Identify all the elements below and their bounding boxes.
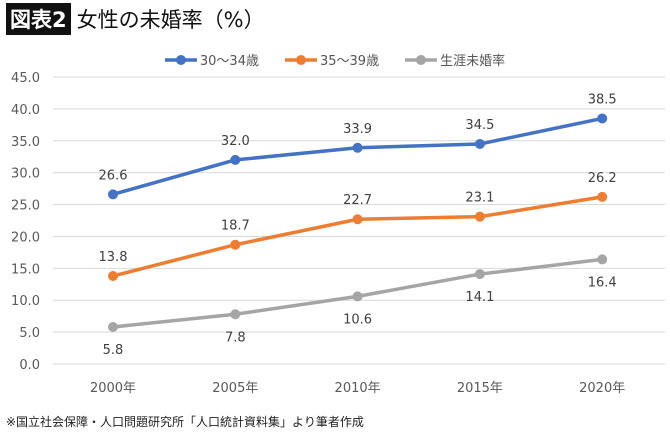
data-point — [230, 239, 241, 250]
data-label: 26.2 — [588, 171, 617, 186]
title-text: 女性の未婚率（%） — [76, 8, 265, 32]
x-tick-label: 2020年 — [579, 381, 625, 396]
legend-label: 30〜34歳 — [199, 54, 259, 69]
data-point — [597, 113, 608, 124]
data-point — [352, 214, 363, 225]
data-label: 7.8 — [225, 330, 246, 345]
data-point — [474, 211, 485, 222]
data-label: 34.5 — [465, 118, 494, 133]
y-tick-label: 30.0 — [11, 167, 40, 182]
data-label: 10.6 — [343, 312, 372, 327]
data-label: 14.1 — [465, 290, 494, 305]
data-label: 16.4 — [588, 275, 617, 290]
data-point — [474, 269, 485, 280]
data-point — [108, 189, 118, 200]
data-point — [352, 142, 363, 153]
y-tick-label: 25.0 — [11, 199, 40, 214]
data-label: 13.8 — [99, 250, 128, 265]
data-label: 26.6 — [99, 168, 128, 183]
legend-item: 30〜34歳 — [164, 50, 259, 69]
data-point — [230, 309, 241, 320]
data-point — [352, 291, 363, 302]
y-tick-label: 5.0 — [19, 326, 40, 341]
y-tick-label: 45.0 — [11, 71, 40, 86]
data-label: 18.7 — [221, 219, 250, 234]
data-label: 38.5 — [588, 92, 617, 107]
data-point — [597, 254, 608, 265]
data-point — [230, 154, 241, 165]
x-tick-label: 2010年 — [335, 381, 381, 396]
legend-label: 35〜39歳 — [319, 54, 380, 69]
x-tick-label: 2005年 — [212, 381, 258, 396]
y-tick-label: 15.0 — [11, 262, 40, 277]
x-tick-label: 2000年 — [90, 381, 136, 396]
source-note: ※国立社会保障・人口問題研究所「人口統計資料集」より筆者作成 — [6, 415, 364, 429]
data-label: 23.1 — [465, 191, 494, 206]
data-label: 32.0 — [221, 134, 250, 149]
legend-marker — [405, 54, 438, 65]
data-point — [597, 191, 608, 202]
chart-title: 図表2 女性の未婚率（%） — [6, 3, 265, 35]
y-tick-label: 35.0 — [11, 135, 40, 150]
data-point — [108, 322, 118, 333]
data-point — [108, 270, 118, 281]
figure-badge: 図表2 — [6, 3, 71, 35]
y-tick-label: 40.0 — [11, 103, 40, 118]
legend-item: 35〜39歳 — [284, 50, 380, 69]
data-point — [474, 138, 485, 149]
legend: 30〜34歳 35〜39歳 生涯未婚率 — [0, 50, 670, 69]
data-label: 22.7 — [343, 193, 372, 208]
y-tick-label: 0.0 — [19, 358, 40, 373]
legend-label: 生涯未婚率 — [440, 54, 506, 69]
x-tick-label: 2015年 — [457, 381, 503, 396]
data-label: 33.9 — [343, 122, 372, 137]
y-tick-label: 20.0 — [11, 230, 40, 245]
data-label: 5.8 — [103, 343, 124, 358]
legend-item: 生涯未婚率 — [405, 50, 505, 69]
legend-marker — [284, 54, 317, 65]
y-tick-label: 10.0 — [11, 294, 40, 309]
legend-marker — [164, 54, 197, 65]
